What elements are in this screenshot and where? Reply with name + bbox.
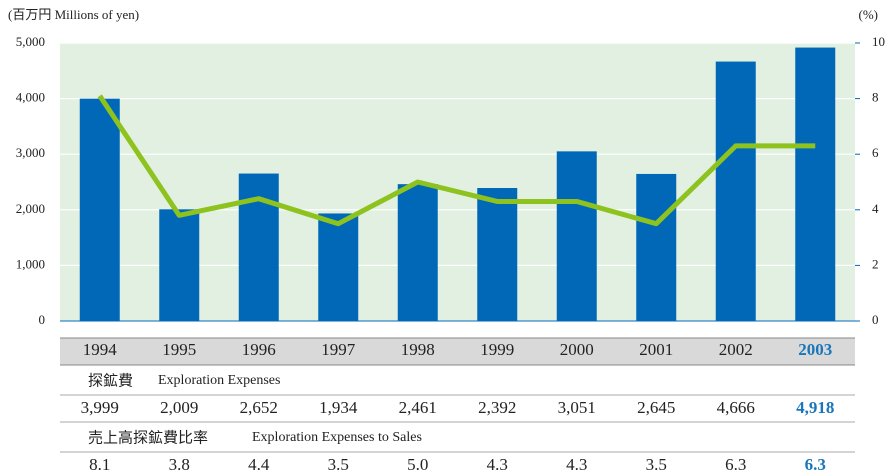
x-tick-label: 1994: [83, 340, 118, 359]
value-label: 4,666: [717, 398, 755, 417]
value-label: 4.3: [487, 455, 508, 474]
y2-tick-label: 2: [872, 256, 879, 271]
x-tick-label: 2002: [719, 340, 753, 359]
y-tick-label: 0: [39, 312, 46, 327]
value-label: 3.8: [169, 455, 190, 474]
bar: [79, 98, 120, 321]
value-label: 4.3: [566, 455, 587, 474]
value-label: 2,009: [160, 398, 198, 417]
bar: [159, 209, 200, 321]
x-tick-label: 2001: [639, 340, 673, 359]
x-tick-label: 2000: [560, 340, 594, 359]
bar: [636, 173, 677, 321]
value-label: 3,051: [558, 398, 596, 417]
value-label: 6.3: [805, 455, 826, 474]
value-label: 3,999: [81, 398, 119, 417]
value-label: 3.5: [328, 455, 349, 474]
y2-axis-label: (%): [859, 7, 879, 22]
value-label: 3.5: [646, 455, 667, 474]
y-tick-label: 4,000: [16, 90, 45, 105]
bar: [715, 61, 756, 321]
row-heading-ja: 売上高探鉱費比率: [88, 429, 208, 447]
bar: [556, 151, 597, 321]
y2-tick-label: 0: [872, 312, 879, 327]
value-label: 2,392: [478, 398, 516, 417]
y2-tick-label: 8: [872, 90, 879, 105]
y2-tick-label: 4: [872, 201, 879, 216]
line: [97, 94, 816, 227]
row-heading-ja: 探鉱費: [88, 372, 133, 390]
value-label: 6.3: [725, 455, 746, 474]
bar: [795, 47, 836, 321]
value-label: 8.1: [89, 455, 110, 474]
y-axis-label: (百万円 Millions of yen): [8, 7, 139, 22]
value-label: 5.0: [407, 455, 428, 474]
x-tick-label: 1995: [162, 340, 196, 359]
y2-tick-label: 10: [872, 34, 885, 49]
value-label: 2,645: [637, 398, 675, 417]
value-label: 2,461: [399, 398, 437, 417]
y-tick-label: 2,000: [16, 201, 45, 216]
y-tick-label: 1,000: [16, 256, 45, 271]
bar: [318, 213, 359, 321]
value-label: 4,918: [796, 398, 834, 417]
y2-tick-label: 6: [872, 145, 879, 160]
value-label: 2,652: [240, 398, 278, 417]
row-heading: Exploration Expenses to Sales: [252, 430, 422, 445]
x-tick-label: 1997: [321, 340, 356, 359]
y-tick-label: 3,000: [16, 145, 45, 160]
row-heading: Exploration Expenses: [158, 373, 280, 388]
value-label: 4.4: [248, 455, 270, 474]
bar: [238, 173, 279, 321]
x-tick-label: 1996: [242, 340, 276, 359]
y-tick-label: 5,000: [16, 34, 45, 49]
bar: [477, 188, 518, 321]
x-tick-label: 1999: [480, 340, 514, 359]
x-tick-label: 1998: [401, 340, 435, 359]
bar: [397, 184, 438, 321]
x-tick-label: 2003: [798, 340, 832, 359]
year-band: [60, 338, 855, 365]
value-label: 1,934: [319, 398, 358, 417]
